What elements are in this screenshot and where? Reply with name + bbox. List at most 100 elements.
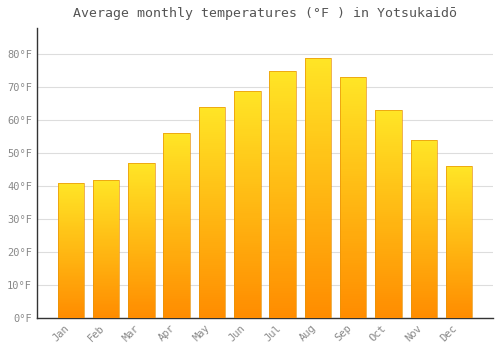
Bar — [446, 192, 472, 194]
Bar — [446, 173, 472, 174]
Bar — [198, 107, 225, 109]
Bar — [410, 291, 437, 293]
Bar — [164, 143, 190, 145]
Bar — [270, 224, 296, 226]
Bar — [198, 307, 225, 309]
Bar — [410, 188, 437, 190]
Bar — [375, 187, 402, 189]
Bar — [164, 203, 190, 205]
Bar — [234, 173, 260, 175]
Bar — [270, 150, 296, 152]
Bar — [304, 185, 331, 188]
Bar — [340, 133, 366, 135]
Bar — [340, 77, 366, 318]
Bar — [93, 280, 120, 282]
Bar — [410, 186, 437, 188]
Bar — [446, 227, 472, 229]
Bar — [410, 288, 437, 289]
Bar — [375, 139, 402, 141]
Bar — [410, 257, 437, 259]
Bar — [164, 148, 190, 150]
Bar — [446, 233, 472, 235]
Bar — [446, 216, 472, 218]
Bar — [270, 199, 296, 202]
Bar — [375, 121, 402, 123]
Bar — [304, 60, 331, 63]
Bar — [234, 284, 260, 286]
Bar — [340, 87, 366, 90]
Bar — [128, 193, 154, 194]
Bar — [340, 251, 366, 253]
Bar — [93, 223, 120, 224]
Bar — [410, 309, 437, 311]
Bar — [58, 187, 84, 188]
Bar — [234, 93, 260, 95]
Bar — [128, 220, 154, 222]
Bar — [234, 104, 260, 106]
Bar — [58, 194, 84, 195]
Bar — [198, 314, 225, 316]
Bar — [270, 135, 296, 138]
Bar — [446, 219, 472, 221]
Bar — [446, 194, 472, 195]
Bar — [270, 212, 296, 214]
Bar — [93, 250, 120, 251]
Bar — [304, 203, 331, 206]
Bar — [164, 187, 190, 189]
Bar — [375, 179, 402, 181]
Bar — [234, 220, 260, 223]
Bar — [234, 118, 260, 120]
Bar — [234, 272, 260, 275]
Bar — [410, 213, 437, 215]
Bar — [446, 253, 472, 254]
Bar — [128, 290, 154, 292]
Bar — [446, 289, 472, 290]
Bar — [446, 200, 472, 201]
Bar — [58, 201, 84, 202]
Bar — [93, 239, 120, 240]
Bar — [164, 253, 190, 255]
Bar — [234, 177, 260, 179]
Bar — [198, 229, 225, 231]
Bar — [270, 113, 296, 116]
Bar — [58, 289, 84, 291]
Bar — [198, 191, 225, 194]
Bar — [304, 112, 331, 115]
Bar — [128, 234, 154, 236]
Bar — [270, 264, 296, 266]
Bar — [234, 186, 260, 188]
Bar — [93, 189, 120, 191]
Bar — [304, 198, 331, 201]
Bar — [164, 205, 190, 207]
Bar — [198, 185, 225, 187]
Bar — [128, 312, 154, 313]
Bar — [340, 279, 366, 282]
Bar — [164, 211, 190, 213]
Bar — [93, 213, 120, 214]
Bar — [375, 166, 402, 168]
Bar — [93, 261, 120, 262]
Bar — [234, 204, 260, 206]
Bar — [270, 116, 296, 118]
Bar — [164, 226, 190, 228]
Bar — [375, 133, 402, 135]
Bar — [58, 199, 84, 201]
Bar — [446, 283, 472, 285]
Bar — [304, 167, 331, 169]
Bar — [164, 233, 190, 235]
Bar — [270, 273, 296, 276]
Bar — [340, 171, 366, 174]
Bar — [410, 211, 437, 213]
Bar — [234, 209, 260, 211]
Bar — [446, 197, 472, 198]
Bar — [270, 96, 296, 98]
Bar — [304, 183, 331, 185]
Bar — [234, 156, 260, 159]
Bar — [270, 197, 296, 199]
Bar — [234, 206, 260, 209]
Bar — [164, 294, 190, 296]
Bar — [340, 174, 366, 176]
Bar — [340, 142, 366, 145]
Bar — [270, 172, 296, 175]
Bar — [410, 209, 437, 211]
